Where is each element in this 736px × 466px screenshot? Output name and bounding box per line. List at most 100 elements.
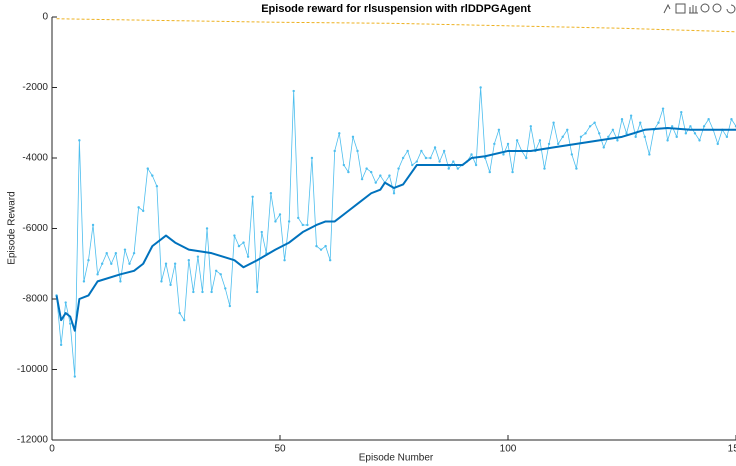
point xyxy=(593,121,596,124)
point xyxy=(356,149,359,153)
point xyxy=(278,213,282,216)
point xyxy=(511,170,514,174)
point xyxy=(648,153,651,156)
toolbar-zoom-in[interactable] xyxy=(700,3,710,13)
toolbar-restore[interactable] xyxy=(726,4,736,14)
point xyxy=(488,170,491,174)
point xyxy=(73,375,77,378)
point xyxy=(415,160,418,163)
point xyxy=(502,153,505,156)
point xyxy=(119,280,122,283)
point xyxy=(525,156,528,160)
point xyxy=(725,135,729,139)
point xyxy=(438,160,441,163)
point xyxy=(137,206,140,209)
point xyxy=(338,132,341,135)
point xyxy=(173,262,177,265)
toolbar-data-tips[interactable] xyxy=(675,3,686,14)
axes-toolbar[interactable] xyxy=(663,3,736,14)
point xyxy=(515,139,519,142)
point xyxy=(228,304,232,308)
point xyxy=(347,170,350,174)
point xyxy=(693,132,697,135)
point xyxy=(169,283,172,287)
point xyxy=(142,209,145,213)
point xyxy=(256,290,259,294)
point xyxy=(411,163,414,167)
point xyxy=(210,290,213,294)
point xyxy=(283,259,286,262)
point xyxy=(707,118,710,121)
point xyxy=(297,216,300,220)
point xyxy=(365,167,368,170)
point xyxy=(675,135,678,139)
point xyxy=(702,125,706,128)
point xyxy=(310,156,314,160)
point xyxy=(689,125,692,128)
point xyxy=(123,248,127,251)
point xyxy=(183,318,186,322)
point xyxy=(69,322,72,325)
point xyxy=(442,149,446,153)
y-tick-label: -4000 xyxy=(22,153,48,164)
point xyxy=(151,174,154,177)
point xyxy=(561,135,564,139)
point xyxy=(87,259,90,262)
point xyxy=(146,167,149,170)
point xyxy=(251,195,254,198)
toolbar-brush[interactable] xyxy=(663,3,671,14)
point xyxy=(506,142,510,146)
point xyxy=(433,146,437,149)
point xyxy=(192,290,195,294)
point xyxy=(201,290,204,294)
x-tick-label: 100 xyxy=(500,444,517,455)
point xyxy=(538,139,542,142)
series xyxy=(55,127,736,332)
point xyxy=(625,132,628,135)
toolbar-pan[interactable] xyxy=(689,5,698,14)
point xyxy=(306,223,309,227)
point xyxy=(579,135,583,139)
point xyxy=(178,311,181,315)
point xyxy=(328,259,332,262)
point xyxy=(301,223,304,227)
point xyxy=(598,132,601,135)
point xyxy=(497,128,501,131)
point xyxy=(160,280,163,283)
point xyxy=(114,251,118,255)
point xyxy=(315,244,318,248)
point xyxy=(424,156,428,160)
series xyxy=(56,18,736,33)
point xyxy=(406,149,409,153)
point xyxy=(420,149,423,153)
series-line xyxy=(56,18,736,33)
point xyxy=(456,167,460,170)
point xyxy=(639,121,642,124)
y-axis-label: Episode Reward xyxy=(7,191,18,264)
point xyxy=(379,174,382,177)
point xyxy=(105,251,108,255)
point xyxy=(611,128,615,131)
point xyxy=(661,107,665,110)
point xyxy=(556,142,560,146)
point xyxy=(374,181,377,184)
point xyxy=(634,135,637,139)
point xyxy=(246,255,250,258)
y-tick-label: -8000 xyxy=(22,294,48,305)
point xyxy=(319,248,323,251)
point xyxy=(233,234,236,237)
y-tick-label: -10000 xyxy=(17,364,49,375)
point xyxy=(629,114,633,117)
point xyxy=(370,170,373,174)
point xyxy=(237,244,241,248)
point xyxy=(196,255,200,258)
point xyxy=(566,128,569,131)
point xyxy=(447,167,450,170)
toolbar-zoom-out[interactable] xyxy=(712,3,722,13)
point xyxy=(164,262,168,265)
y-tick-label: -2000 xyxy=(22,82,48,93)
point xyxy=(474,163,478,167)
y-tick-label: -6000 xyxy=(22,223,48,234)
point xyxy=(716,142,719,146)
